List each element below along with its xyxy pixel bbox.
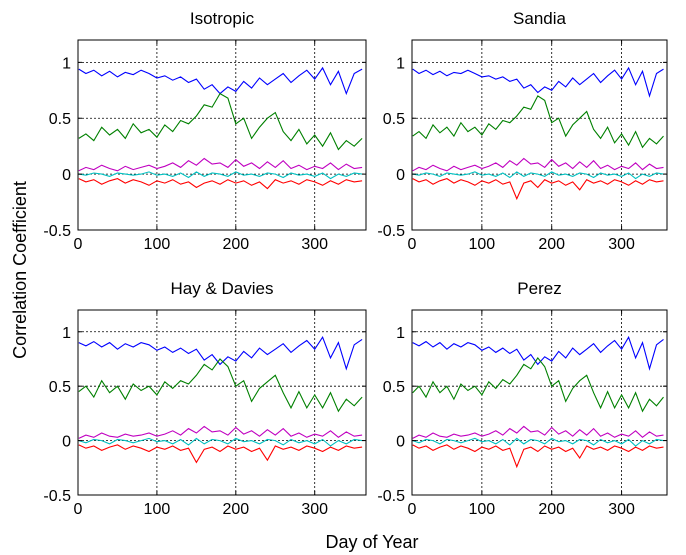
series-line-2 bbox=[78, 425, 363, 439]
x-tick-label: 0 bbox=[74, 236, 83, 253]
y-tick-label: 0.5 bbox=[49, 379, 71, 396]
series-line-3 bbox=[78, 171, 363, 180]
subplot-title: Isotropic bbox=[190, 9, 255, 28]
x-tick-label: 300 bbox=[608, 501, 635, 518]
series-line-0 bbox=[78, 66, 363, 96]
series-line-2 bbox=[412, 157, 664, 172]
x-tick-label: 300 bbox=[301, 501, 328, 518]
series-line-1 bbox=[412, 95, 664, 149]
x-tick-label: 200 bbox=[222, 501, 249, 518]
series-line-1 bbox=[78, 92, 363, 151]
y-tick-label: 1 bbox=[62, 55, 71, 72]
y-tick-label: 0.5 bbox=[49, 111, 71, 128]
y-axis-label: Correlation Coefficient bbox=[10, 181, 30, 359]
x-tick-label: 200 bbox=[538, 501, 565, 518]
axes-frame bbox=[77, 309, 367, 496]
x-tick-label: 100 bbox=[469, 236, 496, 253]
axes-frame bbox=[77, 39, 367, 231]
series-line-0 bbox=[78, 336, 363, 371]
x-tick-label: 300 bbox=[608, 236, 635, 253]
y-tick-label: 0 bbox=[396, 167, 405, 184]
x-tick-label: 100 bbox=[144, 501, 171, 518]
y-tick-label: -0.5 bbox=[377, 223, 405, 240]
y-tick-label: 1 bbox=[62, 325, 71, 342]
series-line-0 bbox=[412, 66, 664, 98]
x-tick-label: 0 bbox=[408, 501, 417, 518]
y-tick-label: 0 bbox=[396, 434, 405, 451]
x-tick-label: 0 bbox=[408, 236, 417, 253]
subplot-title: Sandia bbox=[513, 9, 566, 28]
x-axis-label: Day of Year bbox=[325, 532, 418, 552]
series-line-4 bbox=[78, 178, 363, 190]
series-line-3 bbox=[412, 171, 664, 180]
series-line-4 bbox=[412, 177, 664, 201]
series-line-3 bbox=[412, 437, 664, 447]
y-tick-label: 1 bbox=[396, 55, 405, 72]
x-tick-label: 200 bbox=[222, 236, 249, 253]
x-tick-label: 100 bbox=[469, 501, 496, 518]
axes-frame bbox=[411, 309, 668, 496]
series-line-2 bbox=[78, 157, 363, 172]
subplot-title: Hay & Davies bbox=[171, 279, 274, 298]
y-tick-label: 0 bbox=[62, 167, 71, 184]
series-line-0 bbox=[412, 335, 664, 371]
y-tick-label: -0.5 bbox=[43, 223, 71, 240]
series-line-4 bbox=[412, 444, 664, 469]
series-line-3 bbox=[78, 437, 363, 447]
x-tick-label: 0 bbox=[74, 501, 83, 518]
series-line-1 bbox=[412, 356, 664, 413]
x-tick-label: 200 bbox=[538, 236, 565, 253]
y-tick-label: -0.5 bbox=[377, 488, 405, 505]
x-tick-label: 100 bbox=[144, 236, 171, 253]
subplot-title: Perez bbox=[517, 279, 561, 298]
series-line-4 bbox=[78, 444, 363, 464]
y-tick-label: 0 bbox=[62, 434, 71, 451]
y-tick-label: -0.5 bbox=[43, 488, 71, 505]
y-tick-label: 0.5 bbox=[383, 111, 405, 128]
y-tick-label: 0.5 bbox=[383, 379, 405, 396]
x-tick-label: 300 bbox=[301, 236, 328, 253]
series-line-1 bbox=[78, 358, 363, 413]
series-line-2 bbox=[412, 425, 664, 439]
axes-frame bbox=[411, 39, 668, 231]
y-tick-label: 1 bbox=[396, 325, 405, 342]
